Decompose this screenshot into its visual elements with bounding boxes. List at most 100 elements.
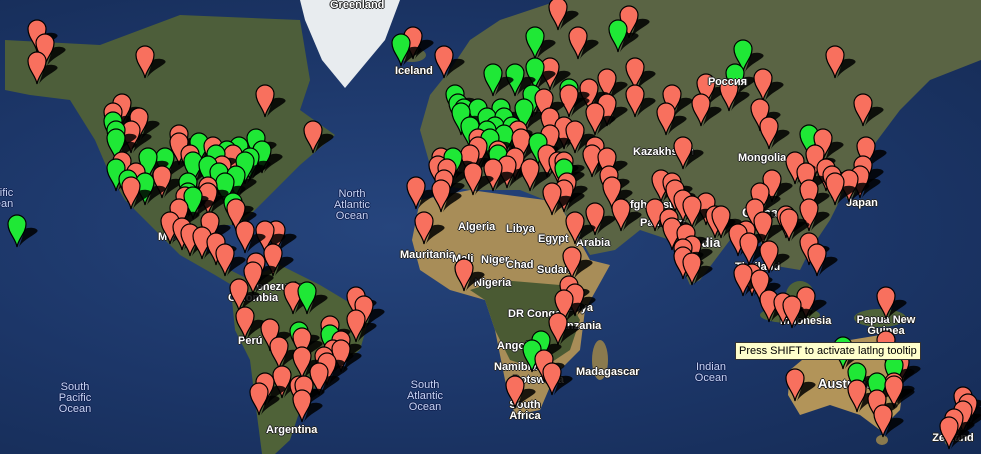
map-marker-red[interactable] — [824, 45, 856, 79]
map-marker-red[interactable] — [26, 51, 58, 85]
map-marker-red[interactable] — [853, 93, 884, 127]
map-marker-red[interactable] — [482, 158, 514, 192]
map-pin-icon — [602, 176, 633, 209]
map-marker-green[interactable] — [6, 214, 38, 248]
map-marker-red[interactable] — [519, 158, 551, 192]
map-marker-red[interactable] — [346, 309, 377, 343]
map-marker-red[interactable] — [585, 102, 616, 136]
map-marker-red[interactable] — [562, 246, 593, 280]
map-marker-red[interactable] — [847, 378, 878, 413]
map-marker-red[interactable] — [542, 362, 573, 396]
map-marker-red[interactable] — [431, 179, 462, 213]
map-marker-red[interactable] — [673, 136, 705, 170]
map-marker-red[interactable] — [759, 240, 790, 274]
map-pin-icon — [548, 312, 579, 346]
map-marker-red[interactable] — [542, 182, 573, 216]
map-marker-red[interactable] — [625, 83, 656, 118]
map-marker-green[interactable] — [106, 128, 137, 162]
map-marker-red[interactable] — [611, 198, 642, 232]
map-pin-icon — [596, 68, 628, 102]
map-marker-red[interactable] — [807, 243, 838, 277]
map-marker-red[interactable] — [454, 258, 485, 292]
map-marker-red[interactable] — [753, 68, 784, 102]
map-marker-red[interactable] — [214, 243, 246, 277]
map-marker-red[interactable] — [434, 45, 465, 79]
map-marker-red[interactable] — [565, 211, 596, 245]
map-pin-icon — [782, 295, 813, 328]
label-arabia: Arabia — [576, 237, 611, 249]
map-marker-red[interactable] — [303, 120, 334, 154]
map-pin-icon — [682, 252, 713, 286]
map-marker-red[interactable] — [505, 375, 536, 409]
map-marker-green[interactable] — [525, 26, 556, 60]
map-marker-red[interactable] — [254, 83, 286, 118]
label-argentina: Argentina — [266, 424, 318, 436]
map-pin-icon — [608, 19, 639, 53]
map-pin-icon — [625, 57, 656, 91]
label-venezuela: Venezuela — [250, 281, 304, 293]
map-marker-red[interactable] — [719, 78, 750, 112]
map-marker-red[interactable] — [263, 243, 294, 277]
map-marker-red[interactable] — [152, 165, 183, 199]
map-marker-red[interactable] — [884, 375, 915, 409]
map-marker-red[interactable] — [249, 382, 280, 416]
map-marker-red[interactable] — [938, 416, 970, 450]
map-marker-red[interactable] — [739, 232, 770, 266]
map-marker-red[interactable] — [596, 68, 628, 102]
map-marker-red[interactable] — [602, 176, 633, 210]
map-marker-green[interactable] — [391, 33, 422, 67]
map-marker-red[interactable] — [229, 278, 260, 312]
map-marker-red[interactable] — [782, 295, 813, 329]
map-marker-red[interactable] — [656, 102, 687, 136]
label-mongolia: Mongolia — [738, 152, 787, 164]
map-marker-red[interactable] — [234, 220, 266, 254]
map-pin-icon — [565, 211, 596, 244]
map-marker-red[interactable] — [548, 0, 579, 31]
label-nigeria: Nigeria — [474, 277, 512, 289]
madagascar-landmass — [592, 340, 608, 380]
map-marker-red[interactable] — [243, 260, 274, 295]
map-marker-green[interactable] — [733, 39, 764, 73]
map-marker-green[interactable] — [297, 280, 328, 315]
map-marker-red[interactable] — [585, 201, 616, 236]
map-pin-icon — [568, 26, 599, 60]
map-marker-red[interactable] — [234, 306, 266, 340]
map-marker-red[interactable] — [876, 286, 907, 320]
map-pin-icon — [482, 62, 514, 96]
map-marker-green[interactable] — [608, 19, 639, 53]
label-libya: Libya — [506, 223, 535, 235]
label-mauritania: Mauritania — [400, 249, 456, 261]
map-pin-icon — [519, 158, 551, 192]
map-marker-red[interactable] — [291, 389, 323, 423]
map-marker-red[interactable] — [462, 162, 494, 196]
label-russia: Россия — [708, 76, 748, 88]
map-marker-red[interactable] — [759, 116, 790, 150]
map-pin-icon — [673, 136, 705, 170]
map-marker-red[interactable] — [414, 211, 445, 245]
map-marker-red[interactable] — [799, 198, 830, 232]
map-marker-red[interactable] — [824, 172, 856, 206]
map-marker-red[interactable] — [873, 404, 904, 438]
map-marker-red[interactable] — [291, 327, 323, 361]
map-marker-red[interactable] — [784, 368, 816, 402]
greenland-landmass — [300, 0, 400, 88]
map-marker-red[interactable] — [625, 57, 656, 91]
map-marker-red[interactable] — [690, 93, 722, 127]
map-marker-red[interactable] — [799, 179, 830, 213]
map-pin-icon — [799, 198, 830, 232]
map-marker-red[interactable] — [753, 211, 784, 245]
map-pin-icon — [229, 278, 260, 311]
map-marker-red[interactable] — [682, 252, 713, 286]
map-marker-red[interactable] — [554, 289, 585, 323]
map-pin-icon — [799, 179, 830, 213]
map-marker-red[interactable] — [120, 176, 152, 210]
map-marker-red[interactable] — [568, 26, 599, 60]
map-marker-red[interactable] — [548, 312, 579, 346]
map-marker-red[interactable] — [135, 45, 166, 79]
map-marker-red[interactable] — [559, 83, 591, 118]
map-pin-icon — [779, 208, 810, 241]
map-marker-red[interactable] — [405, 176, 437, 210]
map-marker-red[interactable] — [779, 208, 810, 242]
map-marker-green[interactable] — [482, 62, 514, 97]
